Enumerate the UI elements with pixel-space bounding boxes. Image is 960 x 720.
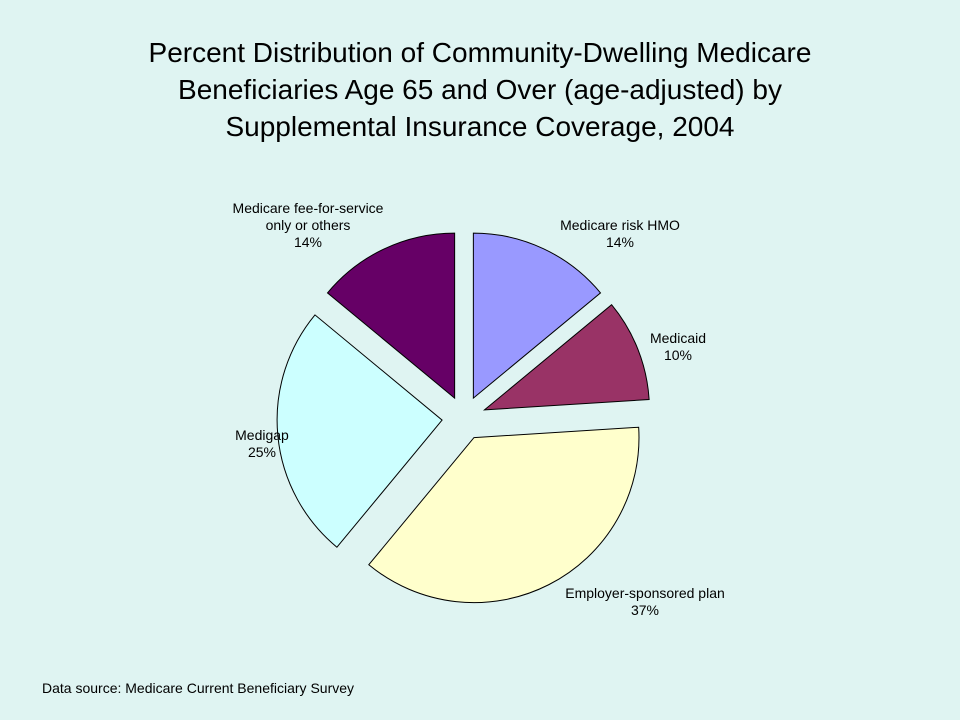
slice-label: only or others — [266, 217, 351, 233]
slice-value-label: 14% — [606, 234, 634, 250]
slice-label: Medigap — [235, 427, 289, 443]
pie-slice — [482, 304, 650, 411]
pie-slice — [368, 426, 640, 604]
slice-value-label: 37% — [631, 602, 659, 618]
pie-slice — [276, 314, 443, 548]
chart-title-line: Beneficiaries Age 65 and Over (age-adjus… — [178, 74, 782, 105]
slice-value-label: 25% — [248, 444, 276, 460]
slice-label: Medicare fee-for-service — [233, 200, 384, 216]
slice-value-label: 10% — [664, 347, 692, 363]
slice-label: Medicare risk HMO — [560, 217, 680, 233]
slice-value-label: 14% — [294, 234, 322, 250]
data-source-note: Data source: Medicare Current Beneficiar… — [42, 680, 355, 696]
pie-slice — [326, 232, 456, 400]
chart-title: Percent Distribution of Community-Dwelli… — [40, 34, 920, 145]
chart-title-line: Supplemental Insurance Coverage, 2004 — [225, 111, 735, 142]
pie-slice — [472, 232, 602, 400]
chart-title-line: Percent Distribution of Community-Dwelli… — [148, 37, 812, 68]
slice-label: Medicaid — [650, 330, 706, 346]
slice-label: Employer-sponsored plan — [565, 585, 725, 601]
